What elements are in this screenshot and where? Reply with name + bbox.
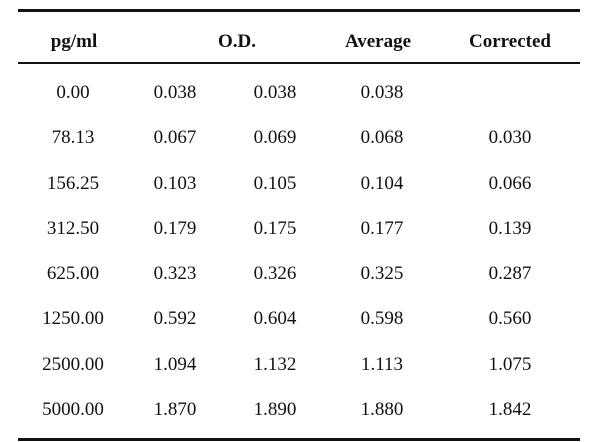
standard-curve-table: pg/ml O.D. Average Corrected 0.00 0.038 … — [18, 9, 580, 442]
cell-od-1: 0.103 — [153, 172, 197, 194]
table-row: 156.25 0.103 0.105 0.104 0.066 — [18, 162, 580, 207]
cell-od-2: 1.890 — [253, 399, 297, 421]
cell-corrected: 1.075 — [488, 353, 532, 375]
cell-average: 1.113 — [360, 353, 404, 375]
cell-pg-ml: 156.25 — [46, 172, 100, 194]
table-header-row: pg/ml O.D. Average Corrected — [18, 12, 580, 62]
cell-od-2: 0.069 — [253, 127, 297, 149]
table-row: 625.00 0.323 0.326 0.325 0.287 — [18, 252, 580, 297]
cell-average: 1.880 — [360, 399, 404, 421]
table-row: 2500.00 1.094 1.132 1.113 1.075 — [18, 343, 580, 388]
table-row: 78.13 0.067 0.069 0.068 0.030 — [18, 116, 580, 161]
table-row: 5000.00 1.870 1.890 1.880 1.842 — [18, 388, 580, 433]
cell-od-2: 0.038 — [253, 82, 297, 103]
cell-pg-ml: 1250.00 — [42, 308, 104, 330]
cell-pg-ml: 2500.00 — [42, 353, 104, 375]
cell-corrected: 0.030 — [488, 127, 532, 149]
cell-od-1: 0.592 — [153, 308, 197, 330]
cell-average: 0.068 — [360, 127, 404, 149]
table-row: 1250.00 0.592 0.604 0.598 0.560 — [18, 297, 580, 342]
cell-od-2: 1.132 — [253, 353, 297, 375]
cell-pg-ml: 0.00 — [56, 82, 90, 103]
header-pg-ml: pg/ml — [50, 31, 98, 52]
cell-pg-ml: 78.13 — [51, 127, 95, 149]
cell-corrected: 0.066 — [488, 172, 532, 194]
cell-od-1: 1.094 — [153, 353, 197, 375]
header-od: O.D. — [218, 31, 256, 52]
table-top-rule — [18, 9, 580, 12]
cell-average: 0.038 — [360, 82, 404, 103]
header-corrected: Corrected — [469, 31, 551, 52]
table-body: 0.00 0.038 0.038 0.038 78.13 0.067 0.069… — [18, 64, 580, 438]
cell-od-1: 1.870 — [153, 399, 197, 421]
cell-pg-ml: 625.00 — [46, 263, 100, 285]
cell-od-2: 0.326 — [253, 263, 297, 285]
table-header-rule — [18, 62, 580, 64]
cell-corrected: 0.139 — [488, 217, 532, 239]
cell-od-2: 0.604 — [253, 308, 297, 330]
cell-od-2: 0.105 — [253, 172, 297, 194]
table-row: 312.50 0.179 0.175 0.177 0.139 — [18, 207, 580, 252]
cell-od-2: 0.175 — [253, 217, 297, 239]
cell-corrected: 0.560 — [488, 308, 532, 330]
cell-corrected: 0.287 — [488, 263, 532, 285]
table-row: 0.00 0.038 0.038 0.038 — [18, 71, 580, 116]
cell-od-1: 0.179 — [153, 217, 197, 239]
cell-pg-ml: 312.50 — [46, 217, 100, 239]
cell-od-1: 0.038 — [153, 82, 197, 103]
cell-corrected: 1.842 — [488, 399, 532, 421]
cell-od-1: 0.067 — [153, 127, 197, 149]
cell-pg-ml: 5000.00 — [42, 399, 104, 421]
cell-average: 0.598 — [360, 308, 404, 330]
cell-average: 0.325 — [360, 263, 404, 285]
cell-average: 0.177 — [360, 217, 404, 239]
table-bottom-rule — [18, 438, 580, 442]
cell-average: 0.104 — [360, 172, 404, 194]
cell-od-1: 0.323 — [153, 263, 197, 285]
header-average: Average — [344, 31, 412, 52]
